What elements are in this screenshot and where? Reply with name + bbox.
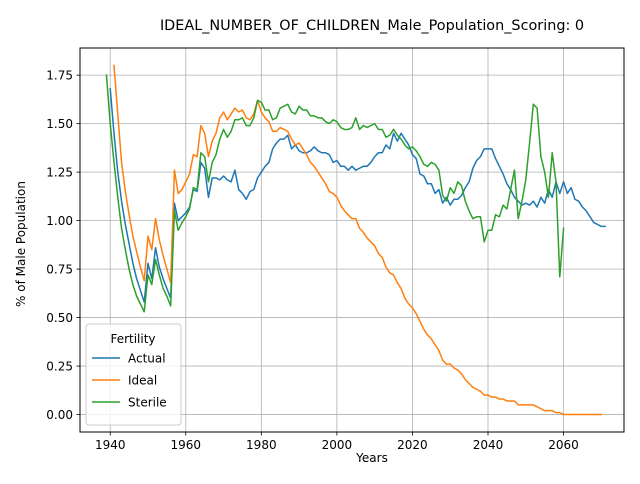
legend-box — [85, 323, 182, 426]
legend: Fertility Actual Ideal Sterile — [85, 323, 182, 426]
x-tick-label: 2020 — [397, 438, 428, 452]
series-line-actual — [109, 87, 606, 303]
x-tick-label: 2060 — [548, 438, 579, 452]
x-tick-label: 1940 — [95, 438, 126, 452]
y-tick-label: 0.25 — [46, 359, 73, 373]
y-tick-label: 1.25 — [46, 165, 73, 179]
legend-label-ideal: Ideal — [128, 373, 157, 387]
series-lines — [105, 64, 606, 416]
legend-label-sterile: Sterile — [128, 395, 167, 409]
y-tick-label: 1.75 — [46, 68, 73, 82]
y-tick-label: 0.00 — [46, 408, 73, 422]
y-tick-label: 0.50 — [46, 311, 73, 325]
legend-label-actual: Actual — [128, 351, 166, 365]
chart-title: IDEAL_NUMBER_OF_CHILDREN_Male_Population… — [160, 18, 584, 34]
plot-frame — [79, 47, 625, 433]
series-line-ideal — [113, 64, 603, 416]
x-tick-label: 2040 — [473, 438, 504, 452]
y-tick-label: 1.50 — [46, 117, 73, 131]
y-tick-label: 0.75 — [46, 262, 73, 276]
x-tick-label: 2000 — [322, 438, 353, 452]
y-tick-label: 1.00 — [46, 214, 73, 228]
x-axis-label: Years — [355, 451, 388, 465]
x-tick-label: 1960 — [171, 438, 202, 452]
series-line-sterile — [105, 74, 565, 313]
x-tick-label: 1980 — [246, 438, 277, 452]
axis-ticks: 1940 1960 1980 2000 2020 2040 2060 0.00 0.25 0.50… — [46, 68, 579, 452]
legend-title: Fertility — [110, 332, 155, 346]
legend-entries: Actual Ideal Sterile — [92, 351, 167, 409]
y-axis-label: % of Male Population — [14, 181, 28, 307]
